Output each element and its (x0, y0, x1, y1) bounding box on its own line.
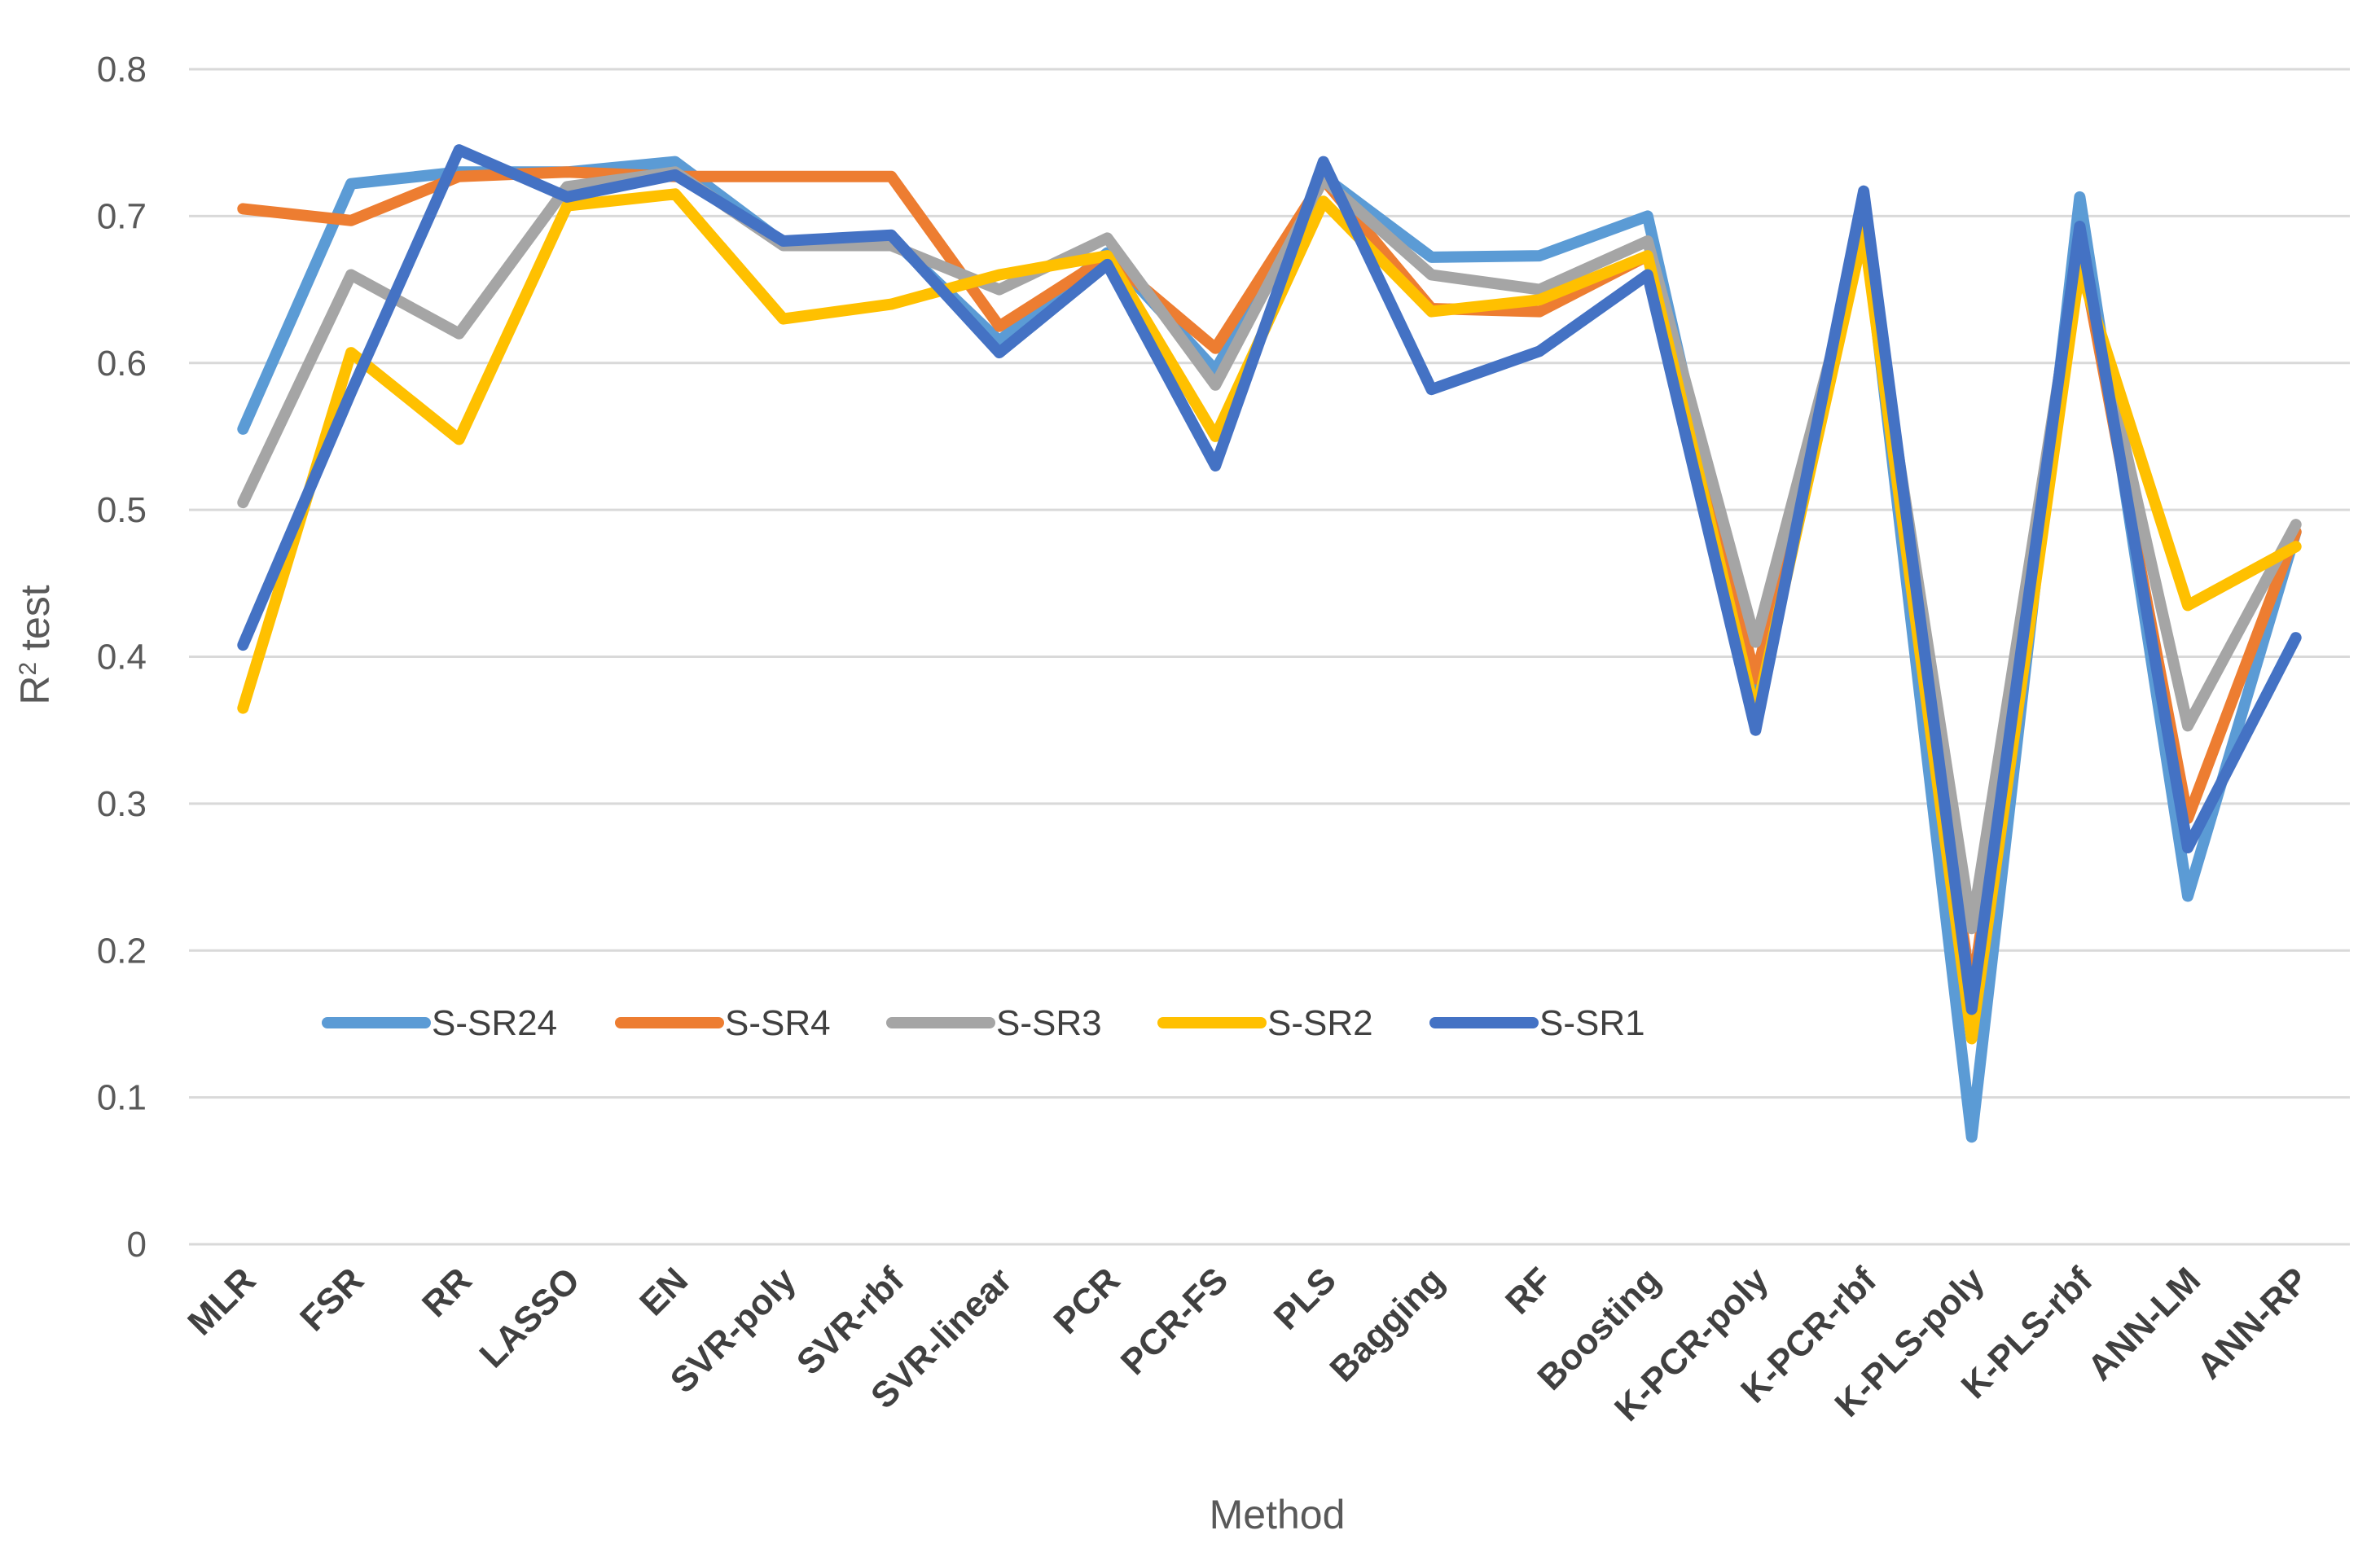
y-axis-title-main: R (12, 676, 58, 705)
y-axis-ticks: 0 0.1 0.2 0.3 0.4 0.5 0.6 0.7 0.8 (97, 50, 147, 1265)
y-tick-label: 0 (127, 1225, 147, 1265)
x-tick-label: PCR-FS (1113, 1260, 1236, 1382)
series-line-s-sr3 (237, 166, 2302, 935)
series-lines (237, 144, 2302, 1143)
x-tick-label: RR (415, 1260, 480, 1325)
y-axis-title: R2 test (12, 585, 58, 704)
x-tick-label: EN (632, 1260, 696, 1323)
y-tick-label: 0.3 (97, 784, 147, 824)
gridlines (189, 68, 2350, 1246)
x-tick-label: LASSO (472, 1260, 588, 1375)
series-line-s-sr1 (237, 144, 2302, 1015)
x-tick-label: Bagging (1322, 1260, 1451, 1389)
x-tick-label: PCR (1046, 1260, 1127, 1341)
y-tick-label: 0.6 (97, 344, 147, 384)
x-tick-label: RF (1498, 1260, 1560, 1322)
legend: S-SR24 S-SR4 S-SR3 S-SR2 S-SR1 (322, 1003, 1645, 1043)
legend-label-s-sr1: S-SR1 (1539, 1003, 1645, 1043)
x-tick-label: ANN-RP (2189, 1260, 2316, 1387)
y-tick-label: 0.8 (97, 50, 147, 90)
legend-label-s-sr4: S-SR4 (725, 1003, 831, 1043)
y-tick-label: 0.2 (97, 931, 147, 971)
x-tick-label: ANN-LM (2080, 1260, 2208, 1388)
y-tick-label: 0.1 (97, 1078, 147, 1118)
y-tick-label: 0.7 (97, 196, 147, 236)
x-tick-label: FSR (292, 1260, 371, 1339)
legend-label-s-sr2: S-SR2 (1267, 1003, 1373, 1043)
y-tick-label: 0.5 (97, 490, 147, 530)
y-axis-title-rest: test (12, 585, 58, 662)
y-axis-title-sup: 2 (15, 662, 42, 676)
x-tick-label: PLS (1267, 1260, 1344, 1337)
legend-label-s-sr24: S-SR24 (432, 1003, 557, 1043)
x-tick-label: MLR (180, 1260, 263, 1343)
x-axis-title: Method (1210, 1492, 1346, 1537)
y-tick-label: 0.4 (97, 638, 147, 678)
legend-label-s-sr3: S-SR3 (996, 1003, 1102, 1043)
